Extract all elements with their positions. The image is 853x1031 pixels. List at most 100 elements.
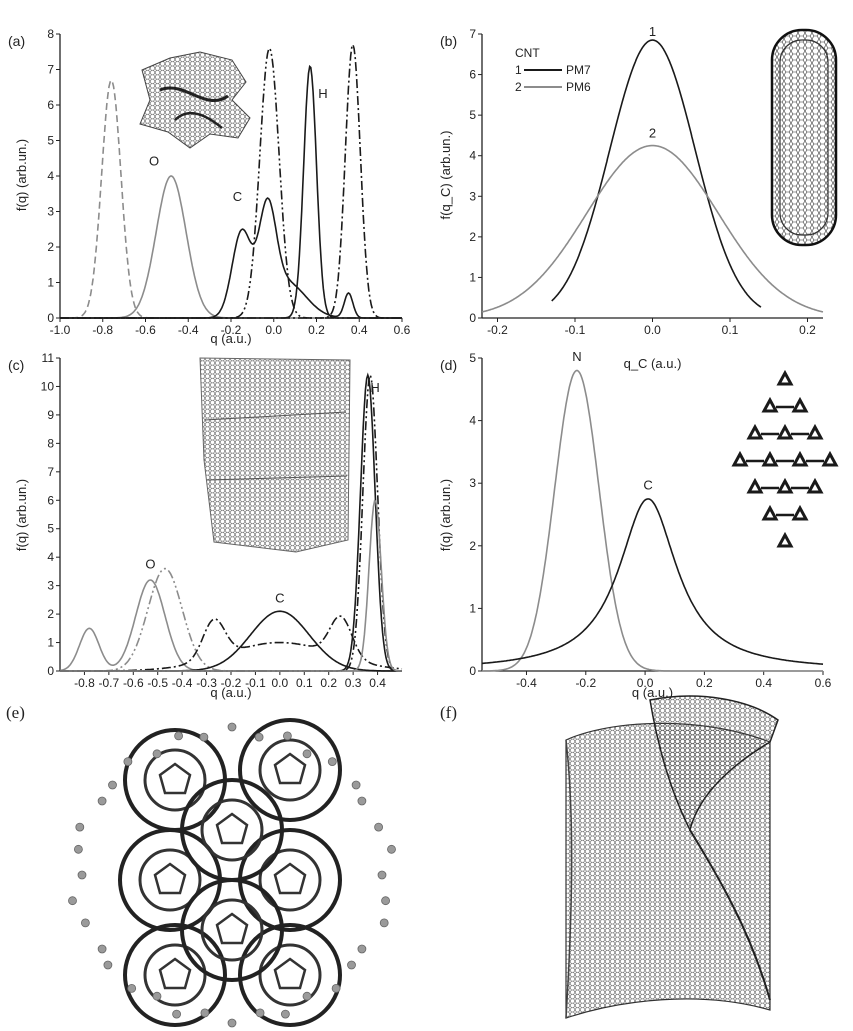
side-group-atom bbox=[381, 896, 391, 906]
x-tick-label: -0.4 bbox=[172, 676, 193, 690]
panel-d-inset-nitride-lattice bbox=[731, 369, 839, 548]
side-group-atom bbox=[127, 984, 137, 993]
fullerene-inner-ring bbox=[143, 748, 207, 812]
y-tick-label: 9 bbox=[47, 408, 54, 422]
panel-a-inset-molecule bbox=[139, 51, 251, 149]
y-tick-label: 3 bbox=[469, 476, 476, 490]
panel-b-plot: (b) -0.2 -0.1 0.0 0.1 0.2 0 1 2 3 4 5 6 7 q_C (a.u.) f… bbox=[438, 24, 838, 371]
panel-f-rolled-sheet bbox=[565, 695, 779, 1019]
y-tick-label: 4 bbox=[469, 414, 476, 428]
side-group-atom bbox=[77, 870, 87, 880]
x-tick-label: -0.7 bbox=[99, 676, 120, 690]
y-axis-label: f(q) (arb.un.) bbox=[438, 479, 453, 551]
y-tick-label: 3 bbox=[47, 205, 54, 219]
triazine-unit bbox=[761, 396, 779, 413]
x-tick-label: -0.6 bbox=[123, 676, 144, 690]
y-tick-label: 4 bbox=[47, 169, 54, 183]
y-tick-label: 8 bbox=[47, 436, 54, 450]
y-tick-label: 1 bbox=[469, 601, 476, 615]
triazine-unit bbox=[791, 450, 809, 467]
triazine-unit bbox=[776, 531, 794, 548]
side-group-atom bbox=[347, 960, 356, 970]
panel-e-image: (e) bbox=[6, 703, 396, 1028]
side-group-atom bbox=[357, 796, 367, 806]
series-line bbox=[60, 499, 402, 672]
panel-b-label: (b) bbox=[440, 33, 457, 49]
side-group-atom bbox=[103, 960, 113, 970]
peak-label: C bbox=[275, 591, 284, 606]
y-tick-label: 0 bbox=[469, 664, 476, 678]
triazine-unit bbox=[761, 504, 779, 521]
y-tick-label: 6 bbox=[469, 68, 476, 82]
fullerene-cage bbox=[180, 778, 284, 882]
fullerene-inner-ring bbox=[258, 943, 322, 1007]
y-axis-label: f(q) (arb.un.) bbox=[14, 139, 29, 211]
x-tick-label: -0.1 bbox=[565, 323, 586, 337]
series-line bbox=[551, 39, 762, 308]
y-tick-label: 7 bbox=[47, 465, 54, 479]
side-group-atom bbox=[123, 757, 133, 766]
x-axis-label: q (a.u.) bbox=[210, 685, 251, 700]
y-tick-label: 2 bbox=[469, 230, 476, 244]
series-line bbox=[60, 42, 402, 319]
side-group-atom bbox=[255, 1008, 265, 1018]
pentagon-ring bbox=[273, 752, 307, 785]
y-tick-label: 3 bbox=[47, 579, 54, 593]
x-tick-label: -0.2 bbox=[487, 323, 508, 337]
series-line bbox=[482, 369, 823, 672]
panel-f-label: (f) bbox=[440, 703, 457, 722]
x-axis-label: q (a.u.) bbox=[632, 685, 673, 700]
side-group-atom bbox=[302, 991, 312, 1001]
y-tick-label: 2 bbox=[47, 607, 54, 621]
peak-label: H bbox=[318, 86, 327, 101]
x-axis-label: q (a.u.) bbox=[210, 331, 251, 346]
x-tick-label: 0.0 bbox=[637, 676, 654, 690]
side-group-atom bbox=[152, 991, 162, 1001]
legend-entry-1-num: 1 bbox=[515, 63, 522, 77]
side-group-atom bbox=[327, 757, 337, 766]
y-tick-label: 2 bbox=[47, 240, 54, 254]
x-tick-label: -0.2 bbox=[575, 676, 596, 690]
side-group-atom bbox=[302, 749, 312, 759]
x-tick-label: 0.1 bbox=[296, 676, 313, 690]
triazine-unit bbox=[806, 423, 824, 440]
panel-e-fullerene-cluster bbox=[68, 718, 396, 1028]
x-tick-label: -0.2 bbox=[221, 323, 242, 337]
side-group-atom bbox=[68, 896, 77, 906]
series-line bbox=[59, 579, 402, 672]
series-line bbox=[481, 498, 824, 665]
x-tick-label: 0.3 bbox=[345, 676, 362, 690]
side-group-atom bbox=[97, 944, 107, 954]
y-tick-label: 4 bbox=[469, 149, 476, 163]
x-tick-label: 0.4 bbox=[351, 323, 368, 337]
side-group-atom bbox=[199, 732, 209, 742]
legend-entry-2-name: PM6 bbox=[566, 80, 591, 94]
pentagon-ring bbox=[158, 762, 192, 795]
y-tick-label: 11 bbox=[42, 351, 55, 365]
x-tick-label: 0.4 bbox=[755, 676, 772, 690]
triazine-unit bbox=[776, 423, 794, 440]
triazine-unit bbox=[791, 396, 809, 413]
x-tick-label: 0.2 bbox=[308, 323, 325, 337]
series-line bbox=[60, 197, 402, 319]
peak-label: O bbox=[145, 557, 155, 572]
panel-d-plot: (d) -0.4 -0.2 0.0 0.2 0.4 0.6 0 1 2 3 4 5 q (a.u.) f(… bbox=[438, 349, 839, 700]
x-tick-label: 0.6 bbox=[394, 323, 411, 337]
x-tick-label: -0.4 bbox=[516, 676, 537, 690]
x-tick-label: -0.2 bbox=[221, 676, 242, 690]
side-group-atom bbox=[357, 944, 367, 954]
fullerene-inner-ring bbox=[200, 798, 264, 862]
side-group-atom bbox=[387, 844, 396, 854]
peak-label: C bbox=[643, 477, 652, 492]
legend-title: CNT bbox=[515, 46, 540, 60]
peak-label: N bbox=[572, 349, 581, 364]
triazine-unit bbox=[731, 450, 749, 467]
side-group-atom bbox=[108, 780, 117, 790]
series-line bbox=[481, 144, 824, 313]
y-tick-label: 5 bbox=[47, 134, 54, 148]
side-group-atom bbox=[331, 984, 341, 993]
fullerene-cage bbox=[238, 718, 342, 822]
x-tick-label: 0.2 bbox=[320, 676, 337, 690]
y-tick-label: 10 bbox=[41, 379, 55, 393]
